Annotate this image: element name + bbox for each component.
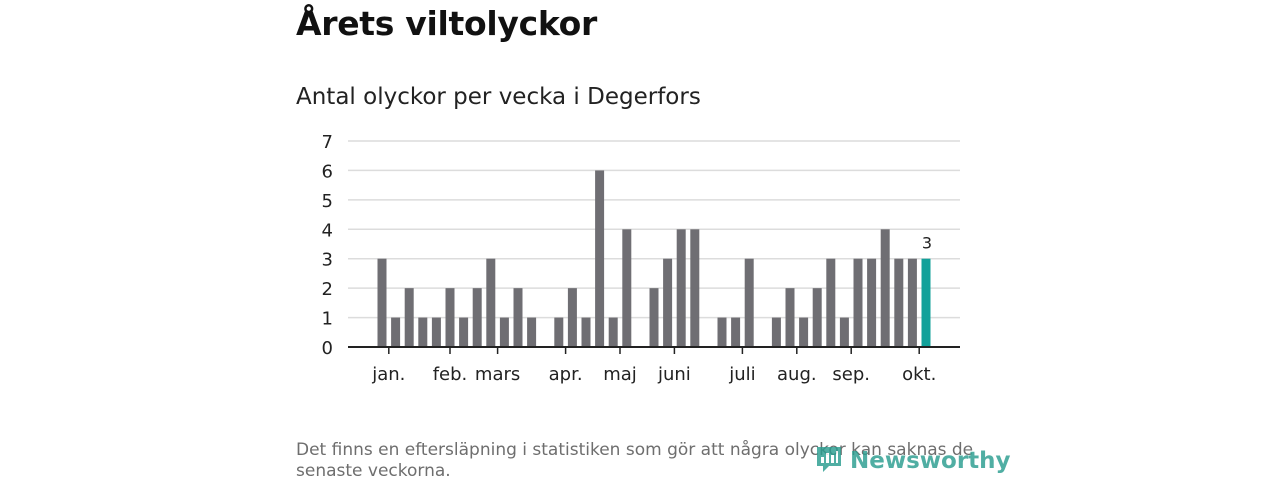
x-tick-label: apr. [549,364,583,385]
bar [785,288,795,347]
y-tick-label: 5 [322,191,333,212]
brand-name: Newsworthy [850,448,1011,474]
bar [404,288,414,347]
bar [839,317,849,347]
bar [663,258,673,347]
bar [459,317,469,347]
x-tick-label: sep. [832,364,870,385]
chart-title: Årets viltolyckor [296,4,597,43]
bar [853,258,863,347]
bar [581,317,591,347]
bar [771,317,781,347]
chart-subtitle: Antal olyckor per vecka i Degerfors [296,84,701,110]
bar-chart: 0 1 2 3 4 5 6 7 3 jan. feb. mars apr. maj juni juli au… [322,132,960,385]
x-tick-label: mars [475,364,520,385]
bar [527,317,537,347]
bar [472,288,482,347]
bar [731,317,741,347]
bars: 3 [377,170,932,347]
x-tick-label: maj [603,364,637,385]
y-tick-label: 3 [322,250,333,271]
y-tick-label: 7 [322,132,333,153]
bar [690,229,700,347]
data-label: 3 [922,234,932,253]
footnote: Det finns en eftersläpning i statistiken… [296,440,974,481]
bar [907,258,917,347]
bar [445,288,455,347]
x-tick-label: feb. [433,364,468,385]
bar [799,317,809,347]
bar-highlight [921,258,931,347]
brand-watermark: Newsworthy [814,444,1011,478]
bar [812,288,822,347]
newsworthy-logo-icon [814,444,844,478]
bar [513,288,523,347]
y-tick-label: 2 [322,279,333,300]
bar [826,258,836,347]
y-axis-ticks: 0 1 2 3 4 5 6 7 [322,132,333,359]
bar [880,229,890,347]
bar [377,258,387,347]
bar [676,229,686,347]
bar [391,317,401,347]
bar [744,258,754,347]
x-axis-ticks: jan. feb. mars apr. maj juni juli aug. sep. okt. [371,347,936,385]
x-tick-label: jan. [371,364,405,385]
bar [431,317,441,347]
bar [595,170,605,347]
x-tick-label: juli [728,364,755,385]
x-tick-label: aug. [777,364,817,385]
bar [622,229,632,347]
bar [649,288,659,347]
y-tick-label: 6 [322,161,333,182]
bar [554,317,564,347]
bar [894,258,904,347]
y-tick-label: 0 [322,338,333,359]
y-tick-label: 4 [322,220,333,241]
bar [717,317,727,347]
bar [499,317,509,347]
y-tick-label: 1 [322,309,333,330]
bar [418,317,428,347]
bar [867,258,877,347]
bar [486,258,496,347]
x-tick-label: juni [657,364,691,385]
x-tick-label: okt. [902,364,936,385]
bar [567,288,577,347]
bar [608,317,618,347]
